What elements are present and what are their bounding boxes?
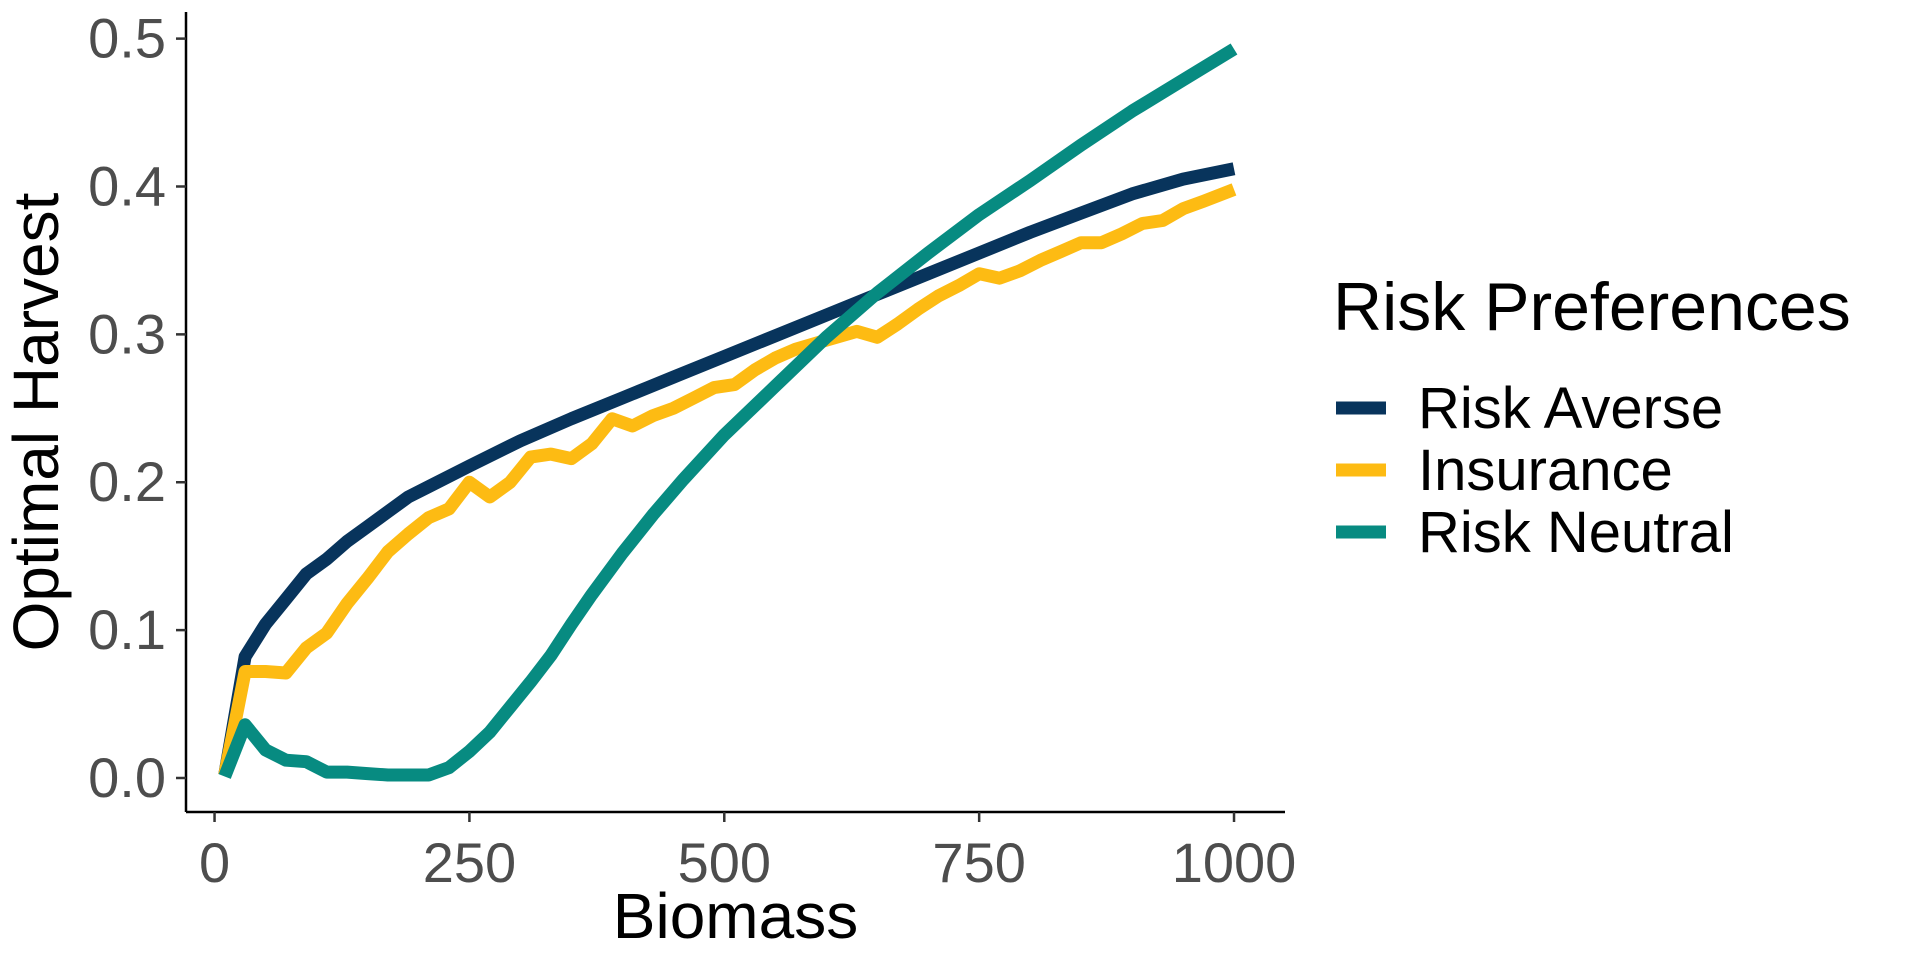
y-tick-label: 0.1: [88, 598, 166, 661]
y-tick-label: 0.2: [88, 450, 166, 513]
x-tick-label: 750: [932, 831, 1025, 894]
x-tick-label: 1000: [1172, 831, 1297, 894]
legend: Risk Preferences Risk AverseInsuranceRis…: [1333, 269, 1851, 565]
y-ticks: 0.0 0.1 0.2 0.3 0.4 0.5: [88, 7, 186, 809]
legend-label-risk-averse: Risk Averse: [1418, 376, 1723, 441]
x-axis-title: Biomass: [613, 880, 858, 952]
x-tick-label: 0: [199, 831, 230, 894]
legend-label-insurance: Insurance: [1418, 438, 1673, 503]
series-line-risk-neutral: [218, 43, 1238, 782]
y-tick-label: 0.5: [88, 7, 166, 70]
legend-title: Risk Preferences: [1333, 269, 1851, 345]
x-tick-label: 500: [678, 831, 771, 894]
legend-label-risk-neutral: Risk Neutral: [1418, 500, 1734, 565]
y-tick-label: 0.4: [88, 154, 166, 217]
y-tick-label: 0.0: [88, 746, 166, 809]
series-line-risk-averse: [218, 162, 1236, 777]
x-ticks: 0 250 500 750 1000: [199, 812, 1296, 894]
series-line-insurance: [218, 183, 1237, 777]
x-tick-label: 250: [423, 831, 516, 894]
series-layer: [218, 43, 1238, 782]
y-axis-title: Optimal Harvest: [0, 192, 72, 651]
y-tick-label: 0.3: [88, 302, 166, 365]
